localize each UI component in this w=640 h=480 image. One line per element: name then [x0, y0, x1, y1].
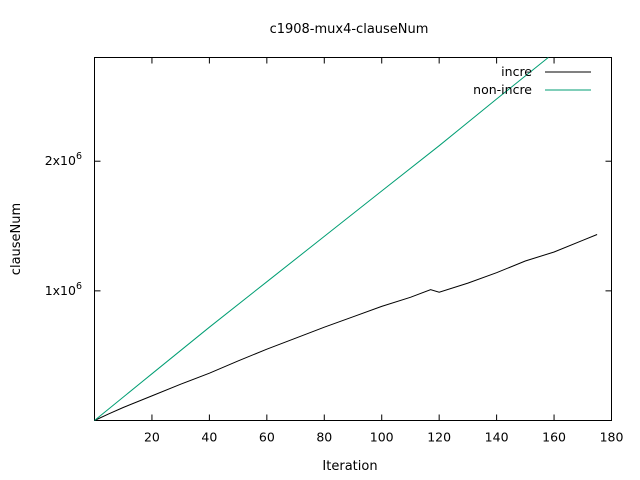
- y-tick-label: 2x106: [45, 151, 82, 168]
- series-line-non-incre: [94, 57, 549, 421]
- x-tick-label: 20: [144, 430, 160, 445]
- x-tick-label: 80: [316, 430, 332, 445]
- y-axis-label: clauseNum: [9, 203, 24, 275]
- chart-title: c1908-mux4-clauseNum: [270, 22, 429, 37]
- x-axis-label: Iteration: [322, 459, 377, 474]
- x-tick-label: 40: [201, 430, 217, 445]
- y-tick-exponent: 6: [76, 151, 82, 162]
- x-tick-label: 120: [427, 430, 451, 445]
- series-lines: [94, 57, 598, 421]
- x-tick-label: 60: [259, 430, 275, 445]
- legend-label: incre: [501, 64, 532, 79]
- series-line-incre: [94, 234, 598, 421]
- y-tick-exponent: 6: [76, 281, 82, 292]
- plot-area: [94, 57, 612, 421]
- x-tick-label: 180: [600, 430, 624, 445]
- x-tick-label: 100: [370, 430, 394, 445]
- y-tick-base: 2x10: [45, 153, 76, 168]
- y-tick-base: 1x10: [45, 283, 76, 298]
- y-tick-label: 1x106: [45, 281, 82, 298]
- legend: incre non-incre: [473, 64, 591, 97]
- legend-label: non-incre: [473, 82, 532, 97]
- x-tick-label: 140: [485, 430, 509, 445]
- x-tick-label: 160: [542, 430, 566, 445]
